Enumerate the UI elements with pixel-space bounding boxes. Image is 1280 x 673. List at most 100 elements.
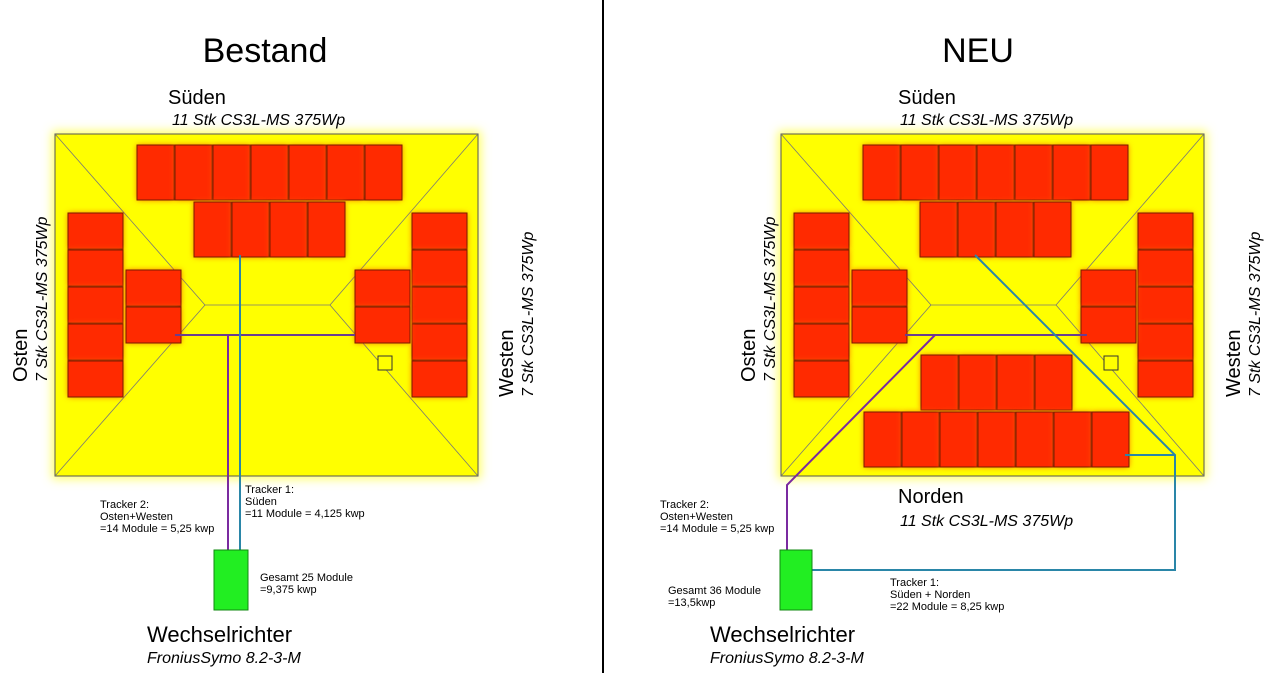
tracker2: =14 Module = 5,25 kwp [100, 523, 214, 535]
module [862, 144, 901, 201]
module [977, 411, 1016, 468]
south-modules: 11 Stk CS3L-MS 375Wp [172, 112, 345, 129]
west-label: Westen [1223, 330, 1245, 397]
tracker2: Tracker 2: [660, 499, 709, 511]
tracker1: Tracker 1: [245, 484, 294, 496]
module [193, 201, 232, 258]
module [793, 212, 850, 250]
module [1014, 144, 1053, 201]
module [354, 269, 411, 307]
module [174, 144, 213, 201]
module [125, 306, 182, 344]
module [1015, 411, 1054, 468]
west-modules: 7 Stk CS3L-MS 375Wp [520, 232, 537, 398]
module [976, 144, 1015, 201]
inverter [213, 549, 249, 611]
module [307, 201, 346, 258]
module [996, 354, 1035, 411]
module [851, 306, 908, 344]
tracker1: Tracker 1: [890, 577, 939, 589]
module [1033, 201, 1072, 258]
junction-box [1103, 355, 1119, 371]
module [411, 286, 468, 324]
east-modules: 7 Stk CS3L-MS 375Wp [34, 217, 51, 383]
tracker2: Osten+Westen [660, 511, 733, 523]
module [269, 201, 308, 258]
module [67, 249, 124, 287]
tracker1: Süden [245, 496, 277, 508]
module [1034, 354, 1073, 411]
west-label: Westen [496, 330, 518, 397]
module [67, 212, 124, 250]
module [212, 144, 251, 201]
junction-box [377, 355, 393, 371]
module [67, 286, 124, 324]
module [1137, 249, 1194, 287]
total: Gesamt 36 Module [668, 585, 761, 597]
module [900, 144, 939, 201]
module [326, 144, 365, 201]
total: =13,5kwp [668, 597, 715, 609]
module [793, 323, 850, 361]
module [1053, 411, 1092, 468]
tracker2: =14 Module = 5,25 kwp [660, 523, 774, 535]
module [939, 411, 978, 468]
tracker1: =22 Module = 8,25 kwp [890, 601, 1004, 613]
module [411, 323, 468, 361]
module [901, 411, 940, 468]
module [1090, 144, 1129, 201]
module [411, 212, 468, 250]
module [793, 360, 850, 398]
module [957, 201, 996, 258]
module [67, 323, 124, 361]
module [288, 144, 327, 201]
inverter-model: FroniusSymo 8.2-3-M [147, 650, 301, 667]
panel-neu [778, 131, 1207, 611]
tracker2: Tracker 2: [100, 499, 149, 511]
title: NEU [942, 32, 1014, 70]
module [231, 201, 270, 258]
module [919, 201, 958, 258]
total: Gesamt 25 Module [260, 572, 353, 584]
module [354, 306, 411, 344]
inverter-label: Wechselrichter [147, 622, 292, 647]
module [1052, 144, 1091, 201]
module [1137, 286, 1194, 324]
module [1137, 323, 1194, 361]
module [136, 144, 175, 201]
tracker1: Süden + Norden [890, 589, 970, 601]
module [1137, 360, 1194, 398]
tracker1: =11 Module = 4,125 kwp [245, 508, 365, 520]
module [995, 201, 1034, 258]
south-label: Süden [898, 87, 956, 109]
module [364, 144, 403, 201]
module [920, 354, 959, 411]
module [1091, 411, 1130, 468]
module [1080, 306, 1137, 344]
cable [786, 334, 936, 555]
tracker2: Osten+Westen [100, 511, 173, 523]
module [411, 360, 468, 398]
module [958, 354, 997, 411]
south-label: Süden [168, 87, 226, 109]
panel-bestand [52, 131, 481, 611]
module [67, 360, 124, 398]
module [250, 144, 289, 201]
inverter-label: Wechselrichter [710, 622, 855, 647]
module [793, 286, 850, 324]
module [125, 269, 182, 307]
west-modules: 7 Stk CS3L-MS 375Wp [1247, 232, 1264, 398]
total: =9,375 kwp [260, 584, 317, 596]
cable [812, 254, 1176, 571]
module [411, 249, 468, 287]
inverter [779, 549, 813, 611]
module [1080, 269, 1137, 307]
north-modules: 11 Stk CS3L-MS 375Wp [900, 513, 1073, 530]
module [938, 144, 977, 201]
inverter-model: FroniusSymo 8.2-3-M [710, 650, 864, 667]
south-modules: 11 Stk CS3L-MS 375Wp [900, 112, 1073, 129]
east-modules: 7 Stk CS3L-MS 375Wp [762, 217, 779, 383]
east-label: Osten [10, 329, 32, 382]
east-label: Osten [738, 329, 760, 382]
